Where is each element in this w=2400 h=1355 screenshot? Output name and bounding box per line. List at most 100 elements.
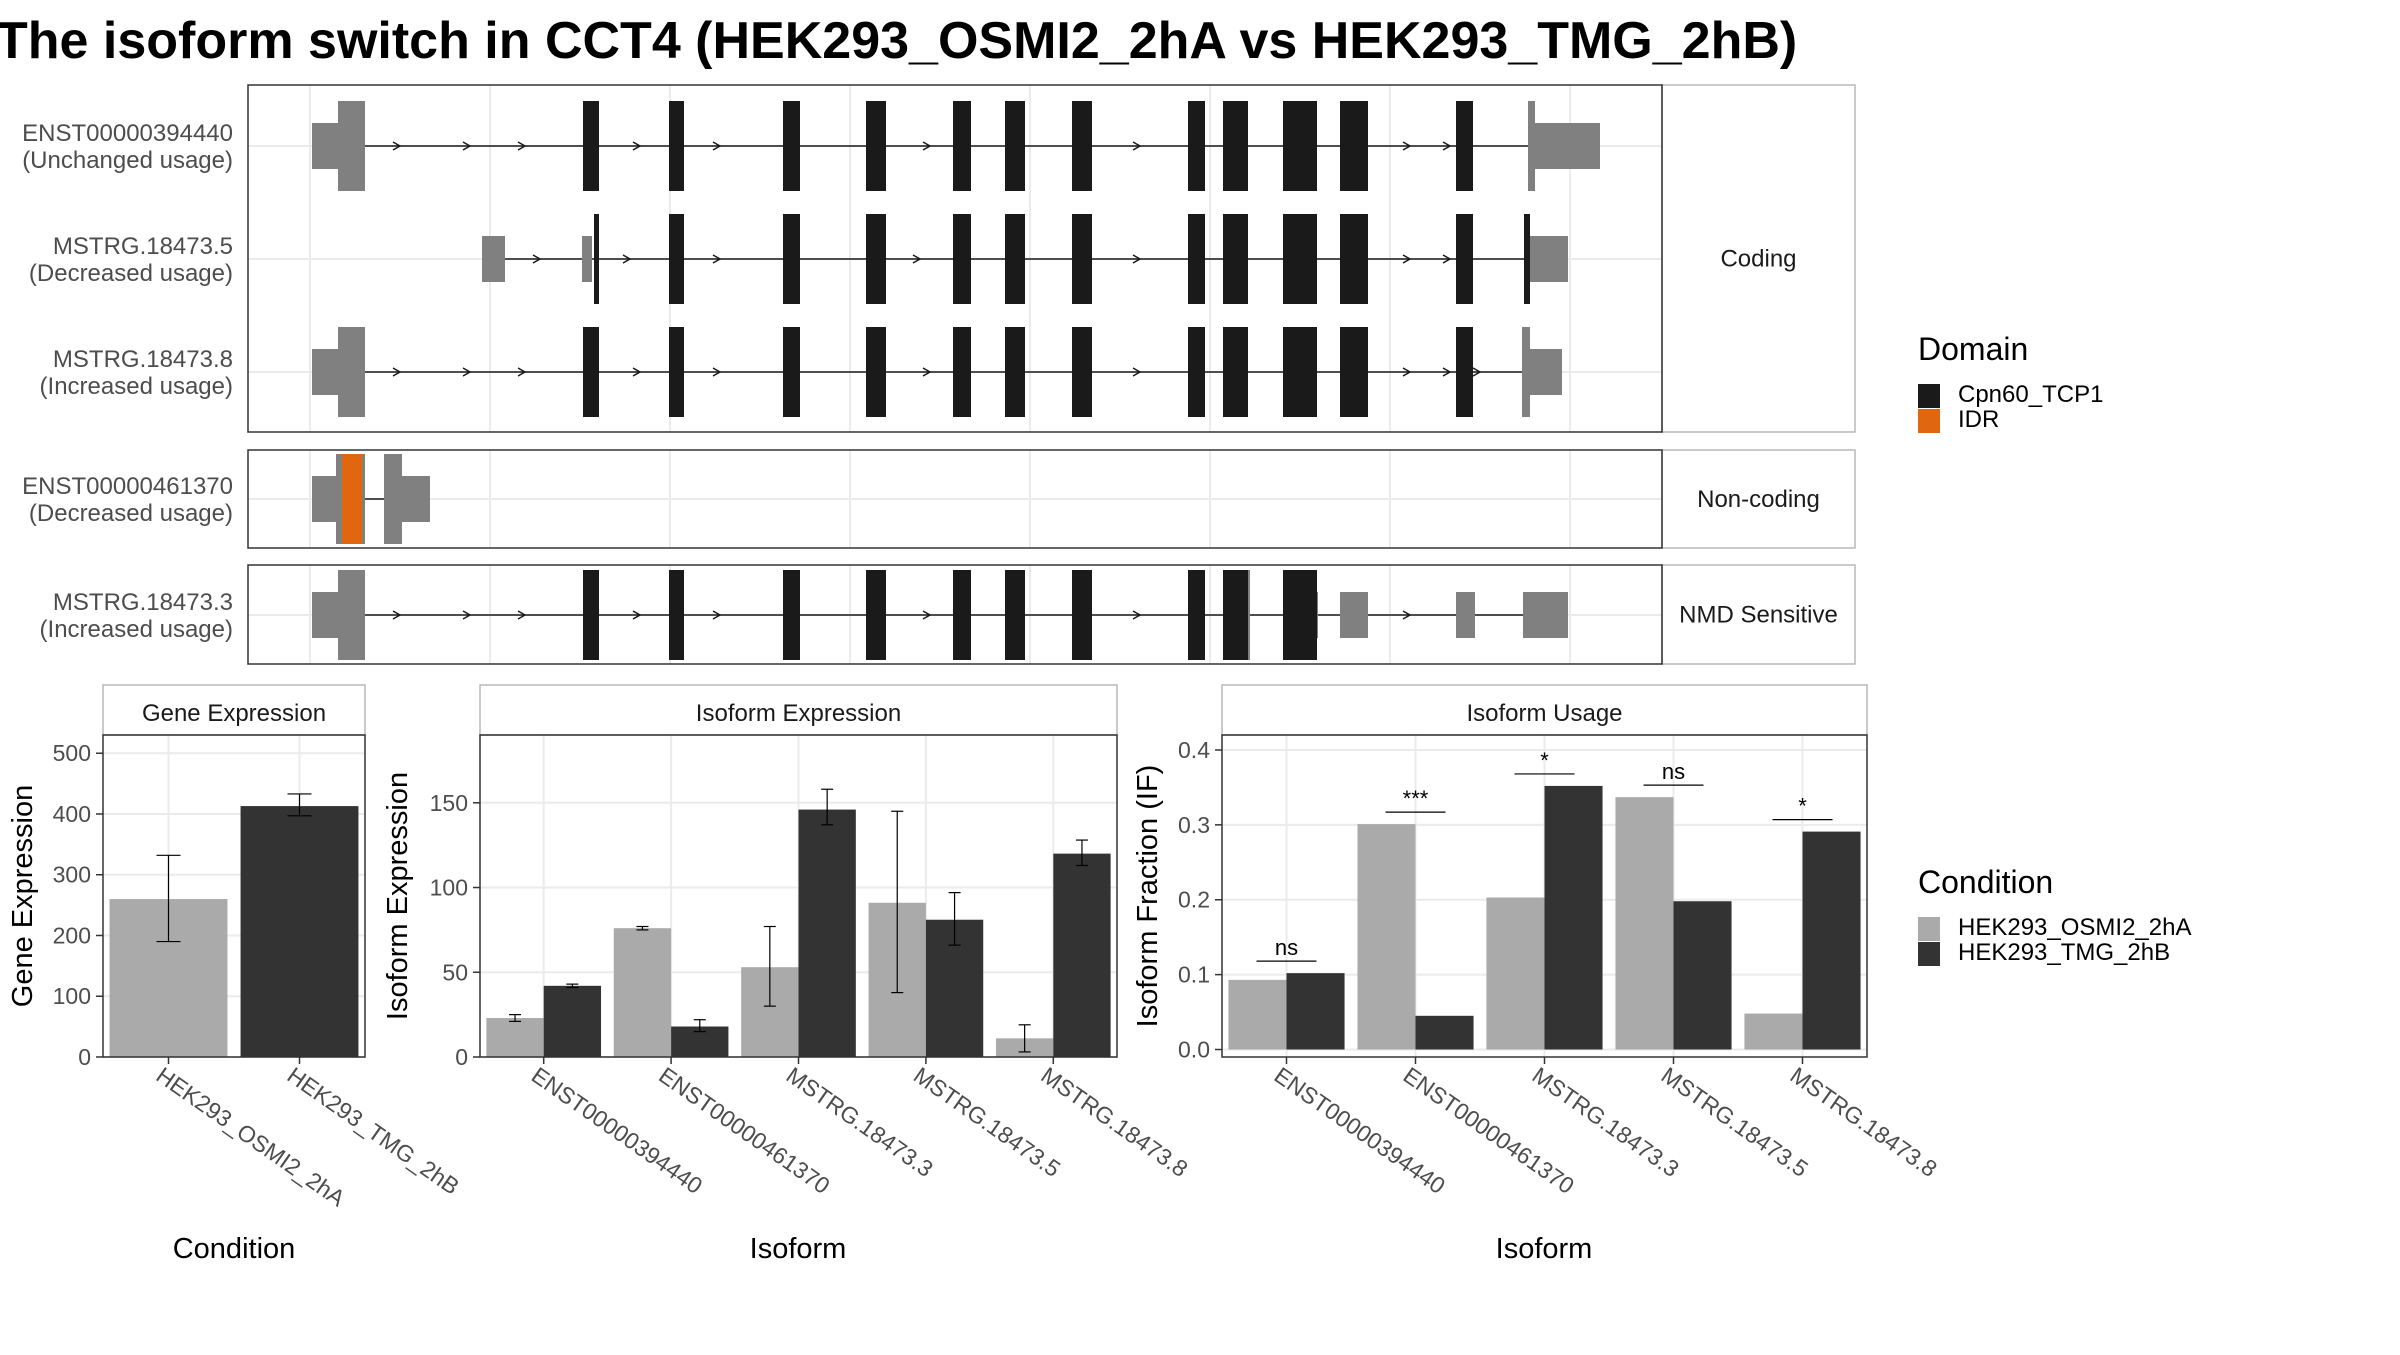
utr-exon bbox=[1533, 123, 1600, 169]
y-tick-label: 0.4 bbox=[1178, 737, 1210, 763]
transcript-id-label: MSTRG.18473.8 bbox=[53, 346, 233, 373]
intron-arrow bbox=[712, 254, 722, 264]
cds-exon bbox=[1005, 214, 1025, 304]
strip-box bbox=[1661, 564, 1856, 665]
cds-exon bbox=[669, 570, 684, 660]
transcript-usage-label: (Decreased usage) bbox=[29, 500, 233, 527]
intron-arrow bbox=[1132, 254, 1142, 264]
y-tick-label: 0.1 bbox=[1178, 962, 1210, 988]
cds-exon bbox=[1283, 570, 1317, 660]
transcript-id-label: MSTRG.18473.5 bbox=[53, 233, 233, 260]
bar bbox=[1802, 831, 1861, 1050]
cds-exon bbox=[1456, 101, 1473, 191]
x-axis-title: Condition bbox=[173, 1233, 296, 1265]
intron-arrow bbox=[632, 367, 642, 377]
bar bbox=[1486, 897, 1545, 1050]
utr-exon bbox=[338, 570, 365, 660]
transcript-id-label: ENST00000461370 bbox=[22, 473, 233, 500]
y-tick-label: 100 bbox=[430, 875, 468, 901]
legend-key bbox=[1918, 384, 1940, 408]
cds-exon bbox=[1283, 327, 1317, 417]
bar bbox=[486, 1018, 544, 1057]
intron-arrow bbox=[1402, 367, 1412, 377]
utr-exon bbox=[312, 349, 338, 395]
intron-arrow bbox=[462, 141, 472, 151]
cds-exon bbox=[669, 214, 684, 304]
strip-label-nmd: NMD Sensitive bbox=[1679, 602, 1838, 629]
utr-exon bbox=[1530, 236, 1568, 282]
cds-exon bbox=[1456, 214, 1473, 304]
bar bbox=[1228, 979, 1287, 1050]
utr-exon bbox=[384, 454, 402, 544]
legend-label: HEK293_OSMI2_2hA bbox=[1958, 914, 2191, 941]
cds-exon bbox=[1223, 570, 1238, 660]
y-axis-title: Isoform Expression bbox=[382, 772, 414, 1020]
legend-label: IDR bbox=[1958, 406, 1999, 433]
legend-key bbox=[1918, 409, 1940, 433]
panel-strip bbox=[1221, 684, 1868, 736]
cds-exon bbox=[1072, 327, 1092, 417]
cds-exon bbox=[783, 101, 800, 191]
utr-exon bbox=[1340, 592, 1368, 638]
legend-title: Domain bbox=[1918, 331, 2028, 367]
cds-exon bbox=[1340, 327, 1368, 417]
utr-exon bbox=[1530, 349, 1562, 395]
cds-exon bbox=[1223, 327, 1248, 417]
strip-label-noncoding: Non-coding bbox=[1697, 486, 1820, 513]
cds-exon bbox=[1223, 101, 1248, 191]
strip-box bbox=[1661, 84, 1856, 433]
panel-title: Isoform Expression bbox=[696, 700, 901, 727]
bar bbox=[1615, 797, 1674, 1050]
bar bbox=[613, 928, 672, 1057]
intron-arrow bbox=[532, 254, 542, 264]
intron-arrow bbox=[462, 610, 472, 620]
intron-arrow bbox=[1132, 141, 1142, 151]
cds-exon bbox=[1223, 214, 1248, 304]
cds-exon bbox=[783, 570, 800, 660]
cds-exon bbox=[866, 101, 886, 191]
cds-exon bbox=[866, 214, 886, 304]
cds-exon bbox=[1188, 570, 1205, 660]
idr-domain bbox=[342, 454, 362, 544]
cds-exon bbox=[583, 327, 599, 417]
significance-label: ns bbox=[1662, 759, 1685, 784]
cds-exon bbox=[1340, 214, 1368, 304]
cds-exon bbox=[1005, 570, 1025, 660]
intron-arrow bbox=[1442, 367, 1452, 377]
intron-arrow bbox=[392, 367, 402, 377]
utr-exon bbox=[1523, 592, 1568, 638]
plot-border bbox=[479, 734, 1118, 1058]
cds-exon bbox=[1283, 214, 1317, 304]
utr-exon bbox=[312, 123, 338, 169]
intron-arrow bbox=[712, 610, 722, 620]
intron-arrow bbox=[1402, 254, 1412, 264]
bar bbox=[543, 985, 602, 1057]
transcript-id-label: MSTRG.18473.3 bbox=[53, 589, 233, 616]
utr-exon bbox=[482, 236, 505, 282]
cds-exon bbox=[866, 570, 886, 660]
panel-strip bbox=[479, 684, 1118, 736]
panel-title: Isoform Usage bbox=[1466, 700, 1622, 727]
y-tick-label: 150 bbox=[430, 790, 468, 816]
plot-border bbox=[102, 734, 366, 1058]
utr-exon bbox=[1522, 327, 1530, 417]
bar bbox=[798, 809, 856, 1057]
utr-exon bbox=[312, 476, 338, 522]
cds-exon bbox=[1188, 101, 1205, 191]
strip-box bbox=[1661, 449, 1856, 549]
cds-exon bbox=[669, 327, 684, 417]
intron-arrow bbox=[517, 141, 527, 151]
cds-exon bbox=[1005, 327, 1025, 417]
cds-exon bbox=[1005, 101, 1025, 191]
plot-border bbox=[1221, 734, 1868, 1058]
intron-arrow bbox=[632, 610, 642, 620]
intron-arrow bbox=[1402, 141, 1412, 151]
intron-arrow bbox=[392, 141, 402, 151]
x-axis-title: Isoform bbox=[1496, 1233, 1593, 1265]
intron-arrow bbox=[392, 610, 402, 620]
bar bbox=[1544, 785, 1603, 1050]
cds-exon bbox=[783, 327, 800, 417]
